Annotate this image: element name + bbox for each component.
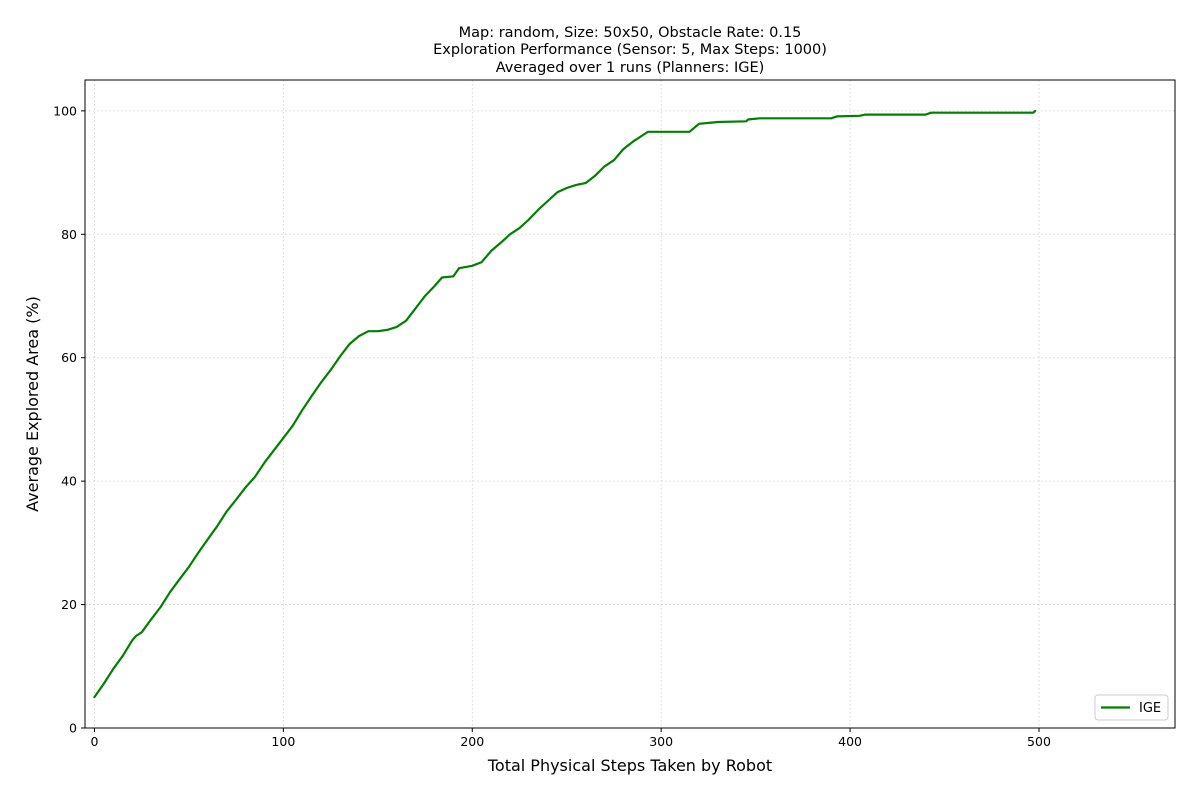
x-axis-label: Total Physical Steps Taken by Robot	[487, 756, 772, 775]
x-tick-label: 0	[90, 734, 98, 749]
legend-box	[1094, 694, 1169, 721]
y-tick-label: 40	[61, 474, 77, 489]
x-tick-label: 300	[649, 734, 673, 749]
y-tick-label: 100	[53, 103, 77, 118]
chart-title-line-3: Averaged over 1 runs (Planners: IGE)	[496, 60, 765, 76]
y-tick-label: 80	[61, 227, 77, 242]
chart-title-line-2: Exploration Performance (Sensor: 5, Max …	[433, 42, 827, 58]
series-line-ige	[93, 109, 1037, 699]
y-axis-label: Average Explored Area (%)	[23, 296, 42, 512]
x-tick-label: 500	[1027, 734, 1051, 749]
y-tick-label: 20	[61, 597, 77, 612]
chart-title-line-1: Map: random, Size: 50x50, Obstacle Rate:…	[459, 25, 802, 41]
axis-ticks: 0 100 200 300 400 500 0 20 40 60 80 100	[53, 103, 1051, 749]
y-tick-label: 0	[69, 721, 77, 736]
x-tick-label: 100	[271, 734, 295, 749]
plot-lines	[93, 109, 1037, 699]
plot-frame	[84, 79, 1176, 729]
legend: IGE	[1094, 694, 1169, 721]
legend-label-ige: IGE	[1139, 701, 1161, 716]
x-tick-label: 400	[838, 734, 862, 749]
x-tick-label: 200	[460, 734, 484, 749]
y-tick-label: 60	[61, 350, 77, 365]
